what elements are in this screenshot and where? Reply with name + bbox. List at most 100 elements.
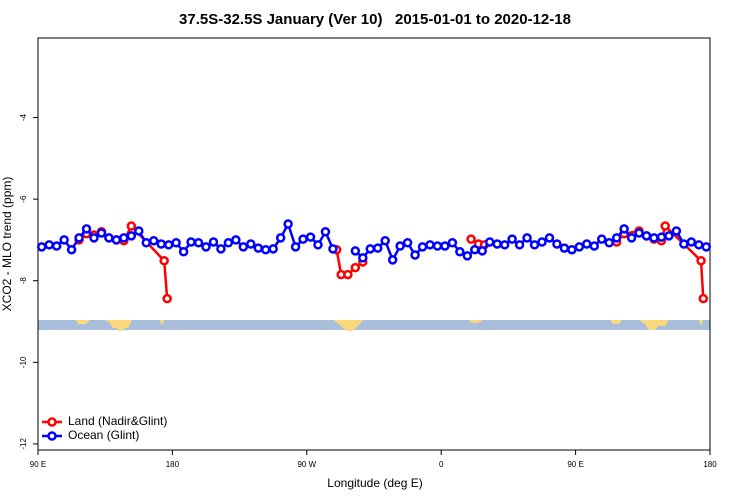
data-point xyxy=(260,244,271,255)
data-point xyxy=(178,247,189,257)
data-point xyxy=(156,239,166,249)
y-tick-label: -6 xyxy=(19,195,28,203)
data-point xyxy=(686,237,697,247)
data-point xyxy=(51,241,62,251)
data-point xyxy=(111,235,122,245)
data-point xyxy=(432,241,443,251)
data-point xyxy=(596,234,607,244)
x-tick-label: 90 E xyxy=(567,460,583,469)
data-point xyxy=(559,243,570,253)
data-point xyxy=(395,241,405,251)
data-point xyxy=(283,219,293,229)
data-point xyxy=(343,269,353,280)
x-tick-label: 90 W xyxy=(297,460,316,469)
data-point xyxy=(186,237,196,247)
data-point xyxy=(162,293,172,304)
data-point xyxy=(462,251,473,261)
data-point xyxy=(126,231,137,241)
data-point xyxy=(634,228,644,238)
data-point xyxy=(350,246,361,256)
data-point xyxy=(537,237,547,247)
data-point xyxy=(268,244,278,254)
x-tick-label: 0 xyxy=(439,460,444,469)
data-point xyxy=(387,255,398,265)
data-point xyxy=(656,232,667,242)
y-tick-label: -10 xyxy=(19,356,28,368)
data-point xyxy=(477,246,488,256)
data-point xyxy=(679,239,689,249)
data-point xyxy=(372,243,383,253)
data-point xyxy=(499,240,510,250)
x-axis-label: Longitude (deg E) xyxy=(327,476,422,490)
data-point xyxy=(514,240,525,250)
data-point xyxy=(141,238,152,248)
map-strip xyxy=(38,320,710,331)
x-tick-label: 180 xyxy=(703,460,717,469)
data-point xyxy=(567,244,577,255)
data-point xyxy=(417,242,428,252)
data-point xyxy=(231,235,241,245)
data-point xyxy=(660,221,670,231)
data-point xyxy=(328,244,338,254)
data-point xyxy=(134,226,144,236)
data-point xyxy=(507,234,517,244)
data-point xyxy=(611,233,622,243)
data-point xyxy=(619,224,629,234)
data-point xyxy=(529,240,540,250)
data-point xyxy=(425,240,435,250)
data-point xyxy=(350,262,361,273)
data-point xyxy=(649,233,659,243)
data-point xyxy=(246,239,256,249)
data-point xyxy=(544,233,555,243)
data-point xyxy=(126,221,137,231)
data-point xyxy=(455,247,465,257)
data-point xyxy=(238,242,249,252)
data-point xyxy=(604,238,614,248)
data-point xyxy=(66,244,77,255)
data-point xyxy=(193,238,204,248)
data-point xyxy=(313,240,323,250)
y-tick-label: -8 xyxy=(19,277,28,285)
data-point xyxy=(671,226,682,236)
data-point xyxy=(589,241,600,251)
data-point xyxy=(208,237,219,247)
data-point xyxy=(96,228,107,238)
data-point xyxy=(380,235,390,246)
data-point xyxy=(447,238,458,248)
x-tick-label: 90 E xyxy=(30,460,46,469)
y-tick-label: -4 xyxy=(19,113,28,121)
data-point xyxy=(298,234,308,244)
data-point xyxy=(641,231,652,241)
data-point xyxy=(365,244,376,254)
data-point xyxy=(104,233,114,243)
data-point xyxy=(253,243,264,253)
data-point xyxy=(201,242,211,252)
data-point xyxy=(159,255,169,266)
data-point xyxy=(410,250,420,260)
data-point xyxy=(552,239,562,249)
data-point xyxy=(582,239,592,249)
data-point xyxy=(320,227,331,237)
y-axis-label: XCO2 - MLO trend (ppm) xyxy=(0,177,14,312)
data-point xyxy=(44,240,54,250)
data-point xyxy=(216,244,226,254)
data-point xyxy=(290,242,301,252)
data-point xyxy=(696,255,706,266)
data-point xyxy=(574,242,585,252)
data-point xyxy=(89,233,99,243)
chart-title: 37.5S-32.5S January (Ver 10) 2015-01-01 … xyxy=(179,11,571,28)
data-point xyxy=(275,233,286,243)
data-point xyxy=(59,235,69,245)
data-point xyxy=(664,231,674,241)
legend-label: Land (Nadir&Glint) xyxy=(68,414,167,428)
x-tick-label: 180 xyxy=(166,460,180,469)
data-point xyxy=(466,234,476,244)
data-point xyxy=(522,233,532,243)
data-point xyxy=(626,233,637,243)
data-point xyxy=(36,242,47,252)
data-point xyxy=(148,235,159,246)
data-point xyxy=(305,232,316,242)
data-point xyxy=(701,242,712,252)
legend-marker xyxy=(47,417,57,427)
